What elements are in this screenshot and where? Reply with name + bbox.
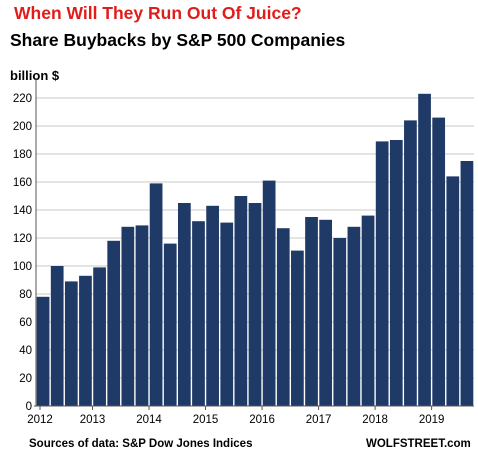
y-axis-unit-label: billion $ <box>10 68 60 83</box>
bar-2019Q3 <box>460 161 474 406</box>
y-tick-label-60: 60 <box>19 317 32 329</box>
bar-2017Q1 <box>319 219 333 406</box>
bar-2014Q3 <box>177 203 191 406</box>
chart-subtitle: Share Buybacks by S&P 500 Companies <box>10 30 346 50</box>
bar-2017Q4 <box>361 215 375 406</box>
bars <box>36 93 474 407</box>
bar-2016Q4 <box>305 217 318 406</box>
bar-2013Q2 <box>107 240 121 406</box>
bar-2013Q3 <box>121 226 135 406</box>
y-tick-label-0: 0 <box>26 401 32 413</box>
bar-2016Q3 <box>291 250 304 406</box>
bar-2012Q4 <box>79 275 92 406</box>
x-tick-label-2018: 2018 <box>362 414 388 426</box>
bar-2012Q1 <box>36 296 50 406</box>
y-tick-label-20: 20 <box>19 373 32 385</box>
bar-2015Q3 <box>234 196 248 406</box>
bar-2012Q2 <box>50 266 64 406</box>
bar-2013Q1 <box>93 267 106 406</box>
x-tick-label-2014: 2014 <box>136 414 162 426</box>
bar-2019Q1 <box>432 117 446 406</box>
y-tick-label-40: 40 <box>19 345 32 357</box>
bar-2015Q2 <box>220 222 234 406</box>
bar-2014Q1 <box>149 183 163 406</box>
x-tick-label-2012: 2012 <box>27 414 53 426</box>
y-tick-label-100: 100 <box>13 261 32 273</box>
bar-2017Q3 <box>347 226 361 406</box>
bar-2018Q4 <box>418 93 431 407</box>
bar-2014Q4 <box>192 221 205 406</box>
chart-title: When Will They Run Out Of Juice? <box>14 3 302 23</box>
y-tick-label-140: 140 <box>13 205 32 217</box>
bar-2013Q4 <box>135 225 149 406</box>
y-tick-label-180: 180 <box>13 149 32 161</box>
brand-label: WOLFSTREET.com <box>366 438 471 450</box>
x-tick-labels: 2012 2013 2014 2015 2016 2017 2018 2019 <box>27 414 444 426</box>
axes <box>34 78 474 410</box>
bar-2017Q2 <box>333 238 347 406</box>
bar-2016Q1 <box>262 180 276 406</box>
bar-2014Q2 <box>163 243 177 406</box>
y-tick-label-200: 200 <box>13 121 32 133</box>
bar-2018Q1 <box>375 141 389 406</box>
x-tick-label-2019: 2019 <box>419 414 445 426</box>
bar-2019Q2 <box>446 176 460 406</box>
y-tick-labels: 0 20 40 60 80 100 120 140 160 180 200 220 <box>13 93 32 413</box>
y-tick-label-220: 220 <box>13 93 32 105</box>
x-tick-label-2015: 2015 <box>193 414 219 426</box>
y-tick-label-120: 120 <box>13 233 32 245</box>
bar-2018Q3 <box>404 120 417 407</box>
x-tick-label-2013: 2013 <box>80 414 106 426</box>
y-tick-label-80: 80 <box>19 289 32 301</box>
bar-2012Q3 <box>64 281 78 406</box>
y-tick-label-160: 160 <box>13 177 32 189</box>
bar-2015Q4 <box>248 203 262 406</box>
bar-2018Q2 <box>389 140 403 406</box>
bar-2016Q2 <box>276 228 290 406</box>
bar-2015Q1 <box>206 205 219 406</box>
x-tick-label-2017: 2017 <box>306 414 332 426</box>
x-tick-label-2016: 2016 <box>249 414 275 426</box>
data-source-note: Sources of data: S&P Dow Jones Indices <box>29 438 253 450</box>
